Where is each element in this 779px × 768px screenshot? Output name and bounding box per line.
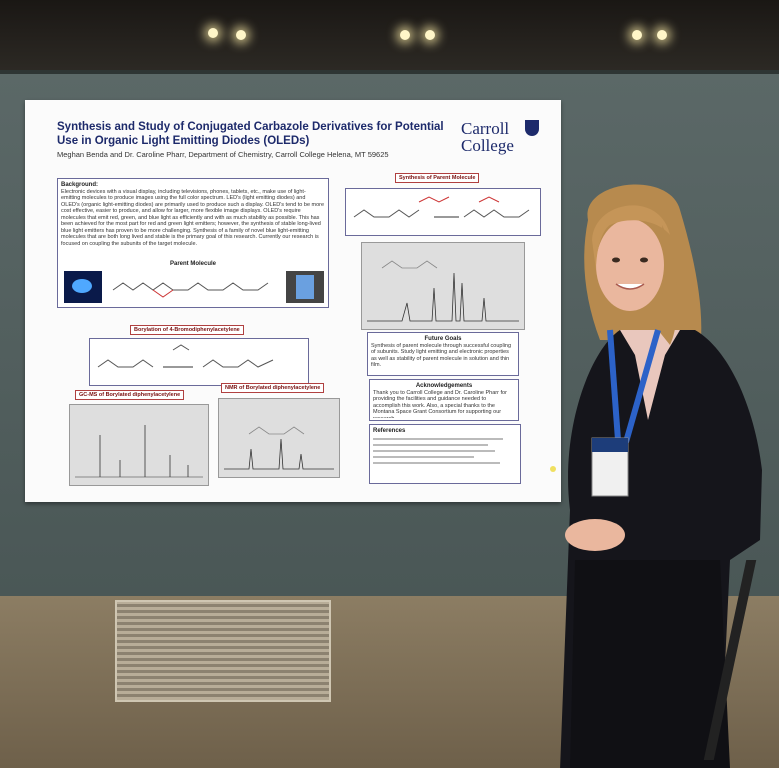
ceiling-light [400,30,410,40]
poster-title: Synthesis and Study of Conjugated Carbaz… [57,121,444,147]
synthesis-scheme [345,188,541,236]
nmr-label: NMR of Borylated diphenylacetylene [221,383,325,393]
borylation-scheme [89,338,309,386]
ceiling-light [425,30,435,40]
phone-display-image [286,271,324,303]
presenter-person [560,184,762,768]
pushpin-icon [550,466,556,472]
background-section: Background: Electronic devices with a vi… [57,178,329,308]
synthesis-structure [353,196,530,218]
ceiling-light [208,28,218,38]
acknowledgements-title: Acknowledgements [415,383,473,389]
ceiling-light [657,30,667,40]
future-goals-title: Future Goals [424,336,462,342]
ceiling [0,0,779,70]
ceiling-light [236,30,246,40]
borylation-label: Borylation of 4-Bromodiphenylacetylene [130,325,244,335]
acknowledgements-section: Acknowledgements Thank you to Carroll Co… [369,379,519,421]
references-title: References [373,428,406,434]
blue-oled-image [64,271,102,303]
references-section: References [369,424,521,484]
future-goals-text: Synthesis of parent molecule through suc… [371,342,512,369]
nmr-borylated-image [218,398,340,478]
ceiling-light [632,30,642,40]
parent-molecule-label: Parent Molecule [169,260,216,267]
future-goals-section: Future Goals Synthesis of parent molecul… [367,332,519,376]
borylation-structure [97,344,274,368]
research-poster: Synthesis and Study of Conjugated Carbaz… [25,100,561,502]
parent-molecule-structure [112,282,269,298]
college-logo: Carroll College [461,119,514,155]
nmr-spectrum-image [361,242,525,330]
floor-grate [115,600,331,702]
synthesis-label: Synthesis of Parent Molecule [395,173,480,183]
background-text: Electronic devices with a visual display… [61,188,325,247]
gcms-label: GC-MS of Borylated diphenylacetylene [75,390,185,400]
acknowledgements-text: Thank you to Carroll College and Dr. Car… [373,389,507,418]
background-title: Background: [61,182,99,188]
poster-authors: Meghan Benda and Dr. Caroline Pharr, Dep… [57,150,389,159]
college-crest-icon [525,120,539,136]
gcms-spectrum-image [69,404,209,486]
